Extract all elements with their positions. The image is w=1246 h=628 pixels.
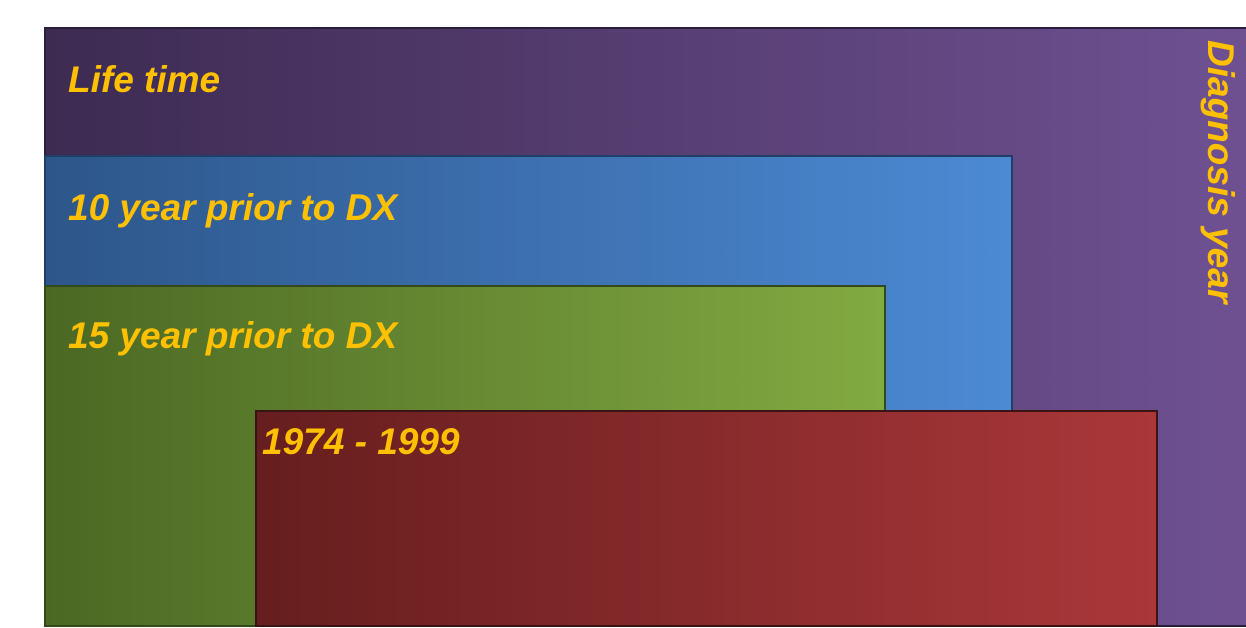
region-label: 1974 - 1999 <box>262 421 460 462</box>
region-label: 10 year prior to DX <box>68 187 399 228</box>
side-label: Diagnosis year <box>1200 40 1241 306</box>
region-label: Life time <box>68 59 220 100</box>
region-label: 15 year prior to DX <box>68 315 399 356</box>
period-region <box>255 410 1158 627</box>
